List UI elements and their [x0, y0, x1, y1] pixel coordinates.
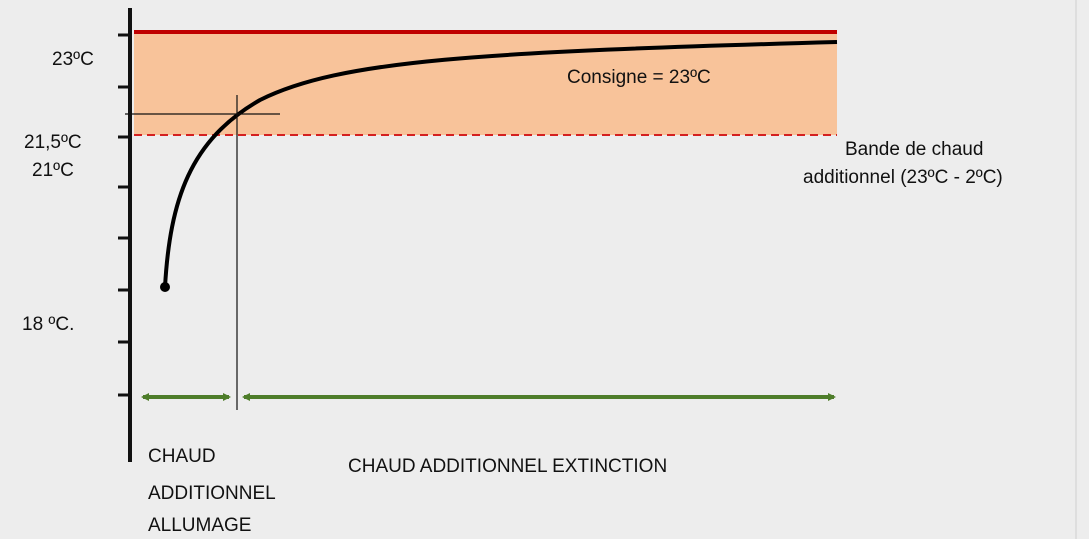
phase-label: CHAUD ADDITIONNEL EXTINCTION	[348, 456, 667, 477]
axis-label: 18 ºC.	[22, 314, 74, 335]
axis-label: 23ºC	[52, 49, 94, 70]
band-label: Bande de chaud	[845, 139, 983, 160]
setpoint-label: Consigne = 23ºC	[567, 67, 711, 88]
curve-start	[160, 282, 170, 292]
phase-label: ADDITIONNEL	[148, 483, 276, 504]
phase-label: CHAUD	[148, 446, 216, 467]
temperature-curve	[163, 40, 838, 288]
axis-label: 21,5ºC	[24, 132, 82, 153]
axis-ticks	[118, 33, 130, 397]
phase-label: ALLUMAGE	[148, 515, 251, 536]
axis-label: 21ºC	[32, 160, 74, 181]
band-label: additionnel (23ºC - 2ºC)	[803, 167, 1003, 188]
band-fill	[134, 32, 837, 135]
